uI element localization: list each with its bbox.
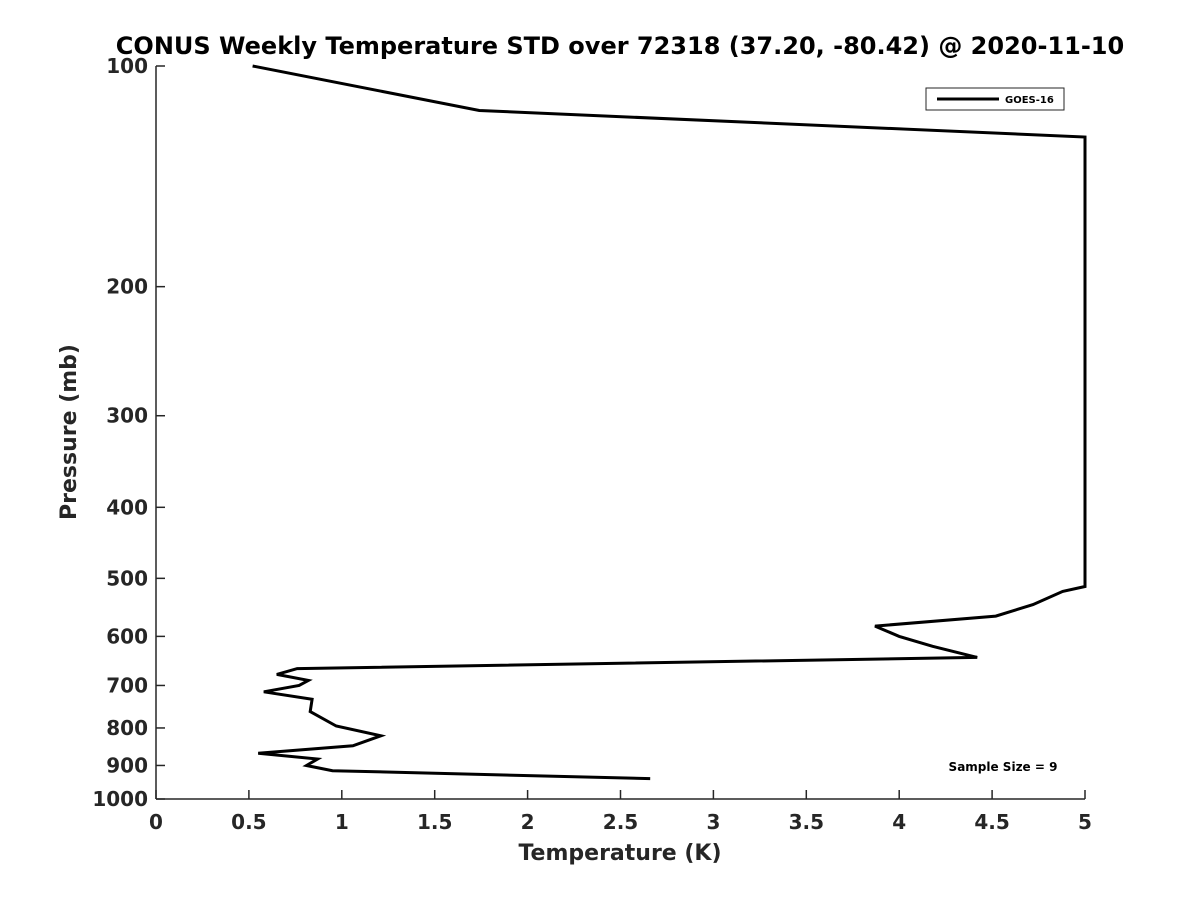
x-tick-label: 4	[892, 810, 906, 834]
y-tick-label: 400	[106, 495, 148, 519]
x-axis-label: Temperature (K)	[518, 841, 721, 866]
y-tick-label: 300	[106, 404, 148, 428]
sample-size-annotation: Sample Size = 9	[949, 760, 1058, 774]
x-tick-label: 2	[521, 810, 535, 834]
x-tick-label: 2.5	[603, 810, 638, 834]
y-axis-label: Pressure (mb)	[57, 344, 82, 520]
series-line-goes-16	[252, 64, 1087, 781]
chart-title: CONUS Weekly Temperature STD over 72318 …	[116, 32, 1124, 60]
y-tick-label: 600	[106, 624, 148, 648]
y-tick-label: 500	[106, 566, 148, 590]
y-tick-label: 700	[106, 673, 148, 697]
x-tick-label: 3.5	[789, 810, 824, 834]
x-tick-label: 0	[149, 810, 163, 834]
legend: GOES-16	[925, 87, 1065, 111]
x-tick-label: 0.5	[231, 810, 266, 834]
y-tick-label: 200	[106, 275, 148, 299]
series-lines	[252, 64, 1087, 781]
legend-label-goes-16: GOES-16	[1005, 95, 1054, 106]
y-tick-label: 1000	[92, 787, 148, 811]
x-tick-label: 3	[706, 810, 720, 834]
x-tick-label: 1.5	[417, 810, 452, 834]
y-tick-label: 800	[106, 716, 148, 740]
plot-area: 0 0.5 1 1.5 2 2.5 3 3.5 4 4.5 5 100 200 300 400 500 600…	[92, 54, 1092, 834]
y-ticks: 100 200 300 400 500 600 700 800 900 1000	[92, 54, 165, 811]
x-tick-label: 5	[1078, 810, 1092, 834]
x-tick-label: 1	[335, 810, 349, 834]
y-tick-label: 900	[106, 753, 148, 777]
y-tick-label: 100	[106, 54, 148, 78]
x-tick-label: 4.5	[974, 810, 1009, 834]
x-ticks: 0 0.5 1 1.5 2 2.5 3 3.5 4 4.5 5	[149, 790, 1092, 834]
